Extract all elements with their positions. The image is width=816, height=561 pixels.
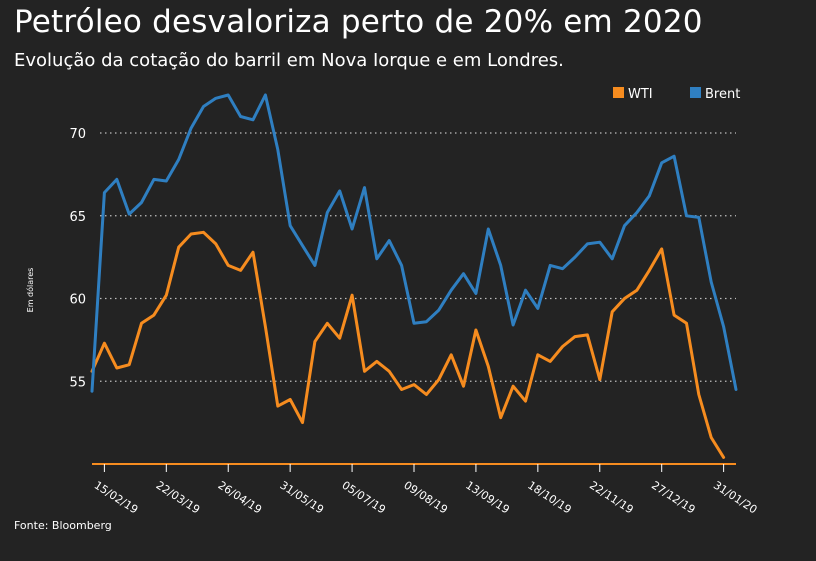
x-axis-ticks: 15/02/19 22/03/19 26/04/19 31/05/19 05/07/19… (92, 464, 760, 517)
x-tick-label: 31/01/20 (711, 479, 760, 517)
grid-lines (100, 132, 736, 382)
y-tick-label: 65 (69, 210, 86, 225)
legend-swatch-wti (613, 87, 624, 98)
x-tick-label: 15/02/19 (92, 479, 141, 517)
x-tick-label: 22/11/19 (587, 479, 636, 517)
series-line-wti (90, 230, 726, 459)
x-tick-label: 09/08/19 (401, 479, 450, 517)
y-tick-label: 70 (69, 127, 86, 142)
x-tick-label: 31/05/19 (278, 479, 327, 517)
chart-title: Petróleo desvaloriza perto de 20% em 202… (14, 4, 703, 40)
legend-label-wti: WTI (628, 87, 653, 102)
legend-label-brent: Brent (705, 87, 740, 102)
x-tick-label: 26/04/19 (216, 479, 265, 517)
series-line-brent (90, 93, 738, 393)
source-note: Fonte: Bloomberg (14, 519, 112, 532)
y-axis-label: Em dólares (25, 268, 35, 313)
y-axis-ticks: 55 60 65 70 (69, 127, 86, 390)
y-tick-label: 60 (69, 293, 86, 308)
series-lines (90, 93, 738, 459)
x-tick-label: 18/10/19 (525, 479, 574, 517)
legend-swatch-brent (690, 87, 701, 98)
x-tick-label: 27/12/19 (649, 479, 698, 517)
x-tick-label: 13/09/19 (463, 479, 512, 517)
chart-subtitle: Evolução da cotação do barril em Nova Io… (14, 50, 564, 71)
y-tick-label: 55 (69, 375, 86, 390)
x-tick-label: 05/07/19 (339, 479, 388, 517)
legend: WTI Brent (613, 87, 740, 102)
x-tick-label: 22/03/19 (154, 479, 203, 517)
